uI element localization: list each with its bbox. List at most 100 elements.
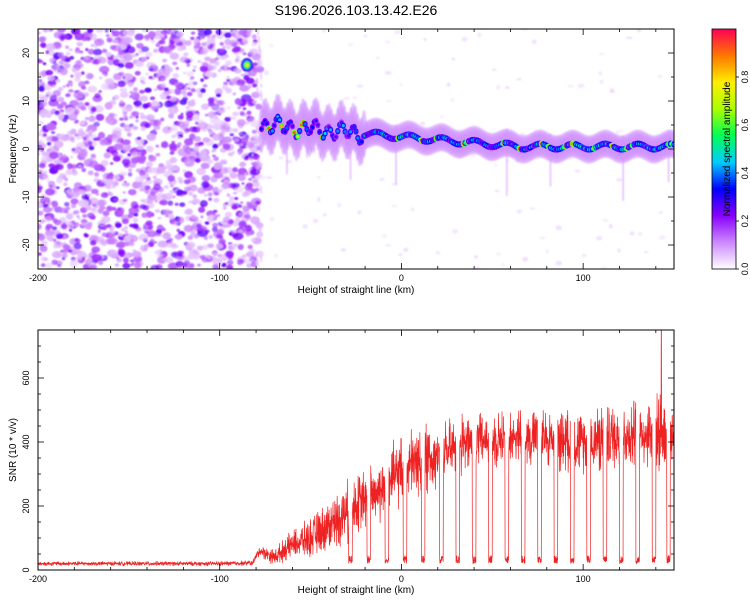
noise-blob xyxy=(213,123,222,131)
ridge-core xyxy=(336,129,340,133)
noise-blob xyxy=(93,121,100,127)
noise-blob xyxy=(176,45,184,52)
noise-blob xyxy=(169,96,177,102)
noise-blob xyxy=(164,87,169,92)
noise-blob xyxy=(84,223,92,230)
noise-blob xyxy=(257,157,260,163)
noise-blob xyxy=(132,125,138,131)
noise-blob xyxy=(48,163,56,168)
noise-blob xyxy=(196,167,206,176)
noise-blob xyxy=(256,258,260,269)
noise-blob xyxy=(255,175,258,181)
noise-blob xyxy=(105,34,110,38)
noise-blob xyxy=(148,199,153,204)
noise-blob xyxy=(193,44,200,49)
noise-blob xyxy=(89,264,98,269)
noise-blob xyxy=(38,85,45,92)
noise-blob xyxy=(98,260,104,266)
noise-blob xyxy=(132,54,137,58)
noise-blob xyxy=(440,115,444,119)
noise-blob xyxy=(244,189,252,196)
noise-blob xyxy=(123,225,129,230)
noise-blob xyxy=(184,138,194,146)
snr-x-label: Height of straight line (km) xyxy=(298,585,415,596)
noise-blob xyxy=(157,240,168,248)
noise-blob xyxy=(228,81,234,86)
noise-blob xyxy=(198,46,204,51)
noise-blob xyxy=(120,71,125,75)
noise-blob xyxy=(85,72,95,80)
noise-blob xyxy=(98,90,102,94)
noise-blob xyxy=(394,30,401,35)
noise-blob xyxy=(171,246,177,250)
noise-blob xyxy=(598,53,605,56)
noise-blob xyxy=(494,189,500,193)
noise-blob xyxy=(55,240,62,246)
noise-blob xyxy=(63,85,66,88)
noise-blob xyxy=(81,37,88,42)
noise-blob xyxy=(95,29,104,33)
ridge-core xyxy=(316,123,320,127)
x-tick-label: -100 xyxy=(211,574,229,584)
noise-blob xyxy=(200,215,204,219)
noise-blob xyxy=(235,79,246,86)
noise-blob xyxy=(100,159,109,167)
noise-blob xyxy=(97,229,102,232)
colorbar-gradient xyxy=(712,29,736,269)
noise-blob xyxy=(204,56,211,62)
noise-blob xyxy=(118,232,124,237)
noise-blob xyxy=(113,94,120,101)
noise-blob xyxy=(111,30,120,37)
noise-blob xyxy=(106,37,113,43)
noise-blob xyxy=(190,31,196,35)
noise-blob xyxy=(69,48,73,52)
noise-blob xyxy=(92,125,98,130)
noise-blob xyxy=(112,38,119,44)
noise-blob xyxy=(130,259,134,263)
noise-blob xyxy=(133,262,142,269)
noise-blob xyxy=(87,85,98,93)
noise-blob xyxy=(147,193,158,201)
noise-blob xyxy=(617,248,621,253)
noise-blob xyxy=(223,207,227,210)
noise-blob xyxy=(91,141,98,147)
noise-blob xyxy=(181,90,187,95)
noise-blob xyxy=(117,83,123,87)
noise-blob xyxy=(192,65,197,69)
noise-blob xyxy=(184,146,192,155)
noise-blob xyxy=(155,193,166,201)
noise-blob xyxy=(118,49,125,55)
noise-blob xyxy=(77,199,90,208)
noise-blob xyxy=(65,46,70,49)
noise-blob xyxy=(615,131,620,134)
noise-blob xyxy=(185,110,194,118)
noise-blob xyxy=(169,151,175,155)
x-tick-label: 100 xyxy=(576,273,591,283)
noise-blob xyxy=(226,259,234,265)
noise-blob xyxy=(72,169,76,172)
noise-blob xyxy=(224,38,232,46)
noise-blob xyxy=(69,260,79,268)
noise-blob xyxy=(114,222,122,228)
noise-blob xyxy=(516,209,523,214)
noise-blob xyxy=(51,58,56,62)
noise-blob xyxy=(125,46,136,54)
noise-blob xyxy=(72,105,77,109)
ridge-streak xyxy=(286,113,288,175)
noise-blob xyxy=(182,169,187,173)
noise-blob xyxy=(242,52,247,55)
noise-blob xyxy=(92,202,99,209)
noise-blob xyxy=(144,185,151,191)
noise-blob xyxy=(108,227,114,232)
noise-blob xyxy=(127,189,137,196)
noise-blob xyxy=(596,236,603,241)
noise-blob xyxy=(258,52,262,58)
ridge-core xyxy=(296,134,300,138)
noise-blob xyxy=(82,214,88,218)
noise-blob xyxy=(130,91,140,100)
noise-blob xyxy=(212,264,219,269)
noise-blob xyxy=(146,133,157,141)
noise-blob xyxy=(122,191,126,194)
noise-blob xyxy=(80,106,87,111)
noise-blob xyxy=(182,96,188,102)
